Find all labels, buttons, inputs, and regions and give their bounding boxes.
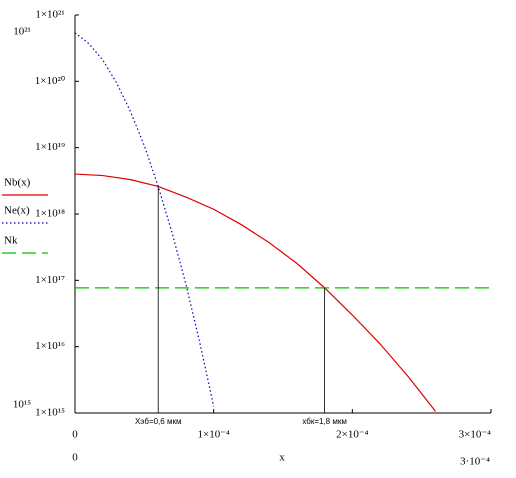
x-tick-label: 0 — [72, 429, 78, 441]
series-line — [75, 173, 437, 412]
annotation-label: Хэб=0,6 мкм — [135, 417, 182, 426]
legend-label: Ne(x) — [4, 205, 30, 217]
y-tick-label: 1×10²⁰ — [35, 75, 66, 87]
x-tick-label: 1×10⁻⁴ — [197, 429, 230, 441]
y-tick-label: 1×10¹⁸ — [35, 208, 65, 220]
y-limit-label: 10²¹ — [13, 26, 31, 38]
plot-area — [75, 32, 491, 412]
x-tick-label: 2×10⁻⁴ — [336, 429, 369, 441]
y-tick-label: 1×10¹⁷ — [35, 274, 65, 286]
legend-label: Nb(x) — [4, 177, 31, 189]
annotation-label: хбк=1,8 мкм — [302, 417, 347, 426]
y-tick-label: 1×10¹⁵ — [35, 407, 65, 419]
x-limit-label: 3·10⁻⁴ — [460, 456, 490, 468]
legend-label: Nk — [4, 235, 18, 247]
x-limit-label: 0 — [72, 452, 78, 464]
x-tick-label: 3×10⁻⁴ — [459, 429, 492, 441]
x-axis-label: x — [279, 452, 285, 464]
y-limit-label: 10¹⁵ — [13, 399, 31, 411]
y-tick-label: 1×10¹⁹ — [35, 141, 65, 153]
y-tick-label: 1×10¹⁶ — [35, 340, 65, 352]
series-line — [75, 32, 215, 407]
y-tick-label: 1×10²¹ — [35, 9, 64, 21]
